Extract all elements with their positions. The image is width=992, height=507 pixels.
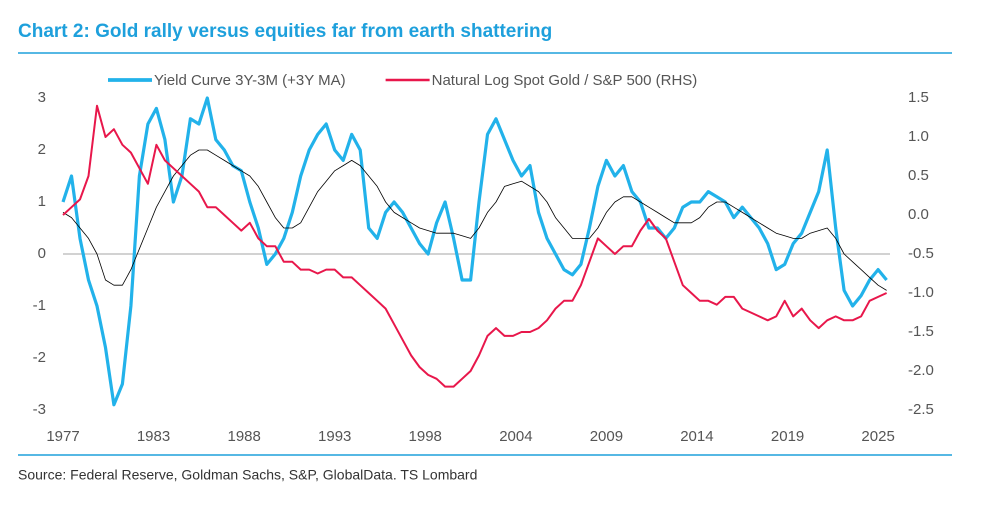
series-line bbox=[61, 96, 888, 407]
x-tick-label: 2019 bbox=[771, 428, 804, 445]
series-line bbox=[62, 104, 888, 388]
y-tick-label: -2 bbox=[33, 349, 46, 366]
x-tick-label: 1977 bbox=[46, 428, 79, 445]
y-tick-label: 3 bbox=[38, 89, 46, 106]
y2-tick-label: -2.5 bbox=[908, 401, 934, 418]
legend-label: Yield Curve 3Y-3M (+3Y MA) bbox=[154, 72, 346, 89]
series-line bbox=[62, 149, 887, 291]
source: Source: Federal Reserve, Goldman Sachs, … bbox=[18, 467, 477, 483]
x-tick-label: 1998 bbox=[409, 428, 442, 445]
x-tick-label: 2004 bbox=[499, 428, 532, 445]
y2-tick-label: -1.0 bbox=[908, 284, 934, 301]
y2-tick-label: -0.5 bbox=[908, 245, 934, 262]
y2-tick-label: -2.0 bbox=[908, 362, 934, 379]
y-tick-label: 1 bbox=[38, 193, 46, 210]
y2-tick-label: 0.0 bbox=[908, 206, 929, 223]
x-tick-label: 2025 bbox=[861, 428, 894, 445]
y2-tick-label: 0.5 bbox=[908, 167, 929, 184]
y2-tick-label: 1.5 bbox=[908, 89, 929, 106]
y2-tick-label: 1.0 bbox=[908, 128, 929, 145]
chart-title: Chart 2: Gold rally versus equities far … bbox=[18, 21, 552, 42]
y-tick-label: 2 bbox=[38, 141, 46, 158]
x-tick-label: 1988 bbox=[228, 428, 261, 445]
y-tick-label: -1 bbox=[33, 297, 46, 314]
legend-label: Natural Log Spot Gold / S&P 500 (RHS) bbox=[432, 72, 698, 89]
y2-tick-label: -1.5 bbox=[908, 323, 934, 340]
x-tick-label: 1983 bbox=[137, 428, 170, 445]
x-tick-label: 2009 bbox=[590, 428, 623, 445]
x-tick-label: 2014 bbox=[680, 428, 713, 445]
y-tick-label: 0 bbox=[38, 245, 46, 262]
y-tick-label: -3 bbox=[33, 401, 46, 418]
x-tick-label: 1993 bbox=[318, 428, 351, 445]
